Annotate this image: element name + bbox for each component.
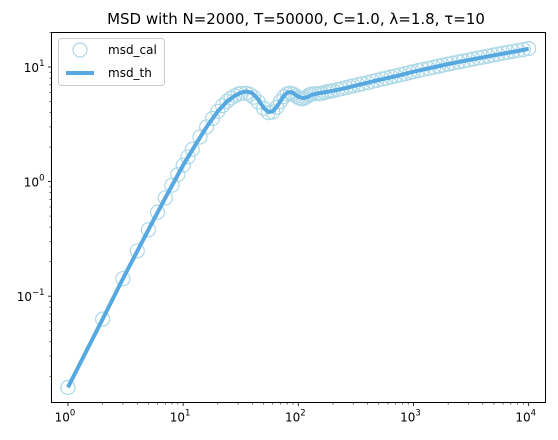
- msd-cal-point: [219, 93, 235, 110]
- y-tick-label: 10−1: [17, 288, 45, 304]
- msd-cal-point: [175, 157, 191, 173]
- msd-cal-point: [210, 103, 226, 119]
- x-tick-label: 100: [55, 409, 76, 425]
- legend-label-msd-th: msd_th: [108, 66, 152, 80]
- msd-cal-point: [95, 311, 111, 327]
- x-tick-label: 103: [400, 409, 421, 425]
- msd-th-series: [66, 46, 530, 389]
- legend-label-msd-cal: msd_cal: [108, 43, 157, 57]
- msd-cal-point: [199, 119, 215, 135]
- msd-cal-point: [170, 167, 186, 183]
- y-tick-label: 101: [24, 59, 45, 75]
- y-axis: 10−1 100 101: [17, 32, 52, 377]
- msd-cal-point: [260, 104, 276, 121]
- msd-cal-point: [149, 204, 166, 220]
- y-tick-label: 100: [24, 174, 45, 190]
- msd-cal-point: [115, 271, 131, 287]
- x-axis: 100 101 102 103 104: [55, 402, 536, 425]
- msd-cal-point: [157, 190, 173, 206]
- x-tick-label: 102: [285, 409, 306, 425]
- x-tick-label: 104: [515, 409, 536, 425]
- msd-cal-point: [214, 98, 231, 114]
- plot-frame: [51, 32, 546, 403]
- msd-cal-point: [256, 100, 272, 117]
- msd-cal-point: [223, 90, 239, 106]
- x-tick-label: 101: [170, 409, 191, 425]
- msd-cal-point: [180, 149, 196, 165]
- legend-marker-msd-cal: [72, 42, 88, 58]
- msd-cal-point: [184, 141, 200, 157]
- msd-cal-point: [60, 379, 76, 395]
- chart-title: MSD with N=2000, T=50000, C=1.0, λ=1.8, …: [107, 10, 485, 28]
- legend: msd_cal msd_th: [58, 38, 165, 86]
- msd-cal-point: [129, 243, 145, 259]
- msd-cal-point: [140, 222, 157, 238]
- msd-cal-point: [246, 89, 262, 105]
- msd-th-line: [66, 46, 530, 389]
